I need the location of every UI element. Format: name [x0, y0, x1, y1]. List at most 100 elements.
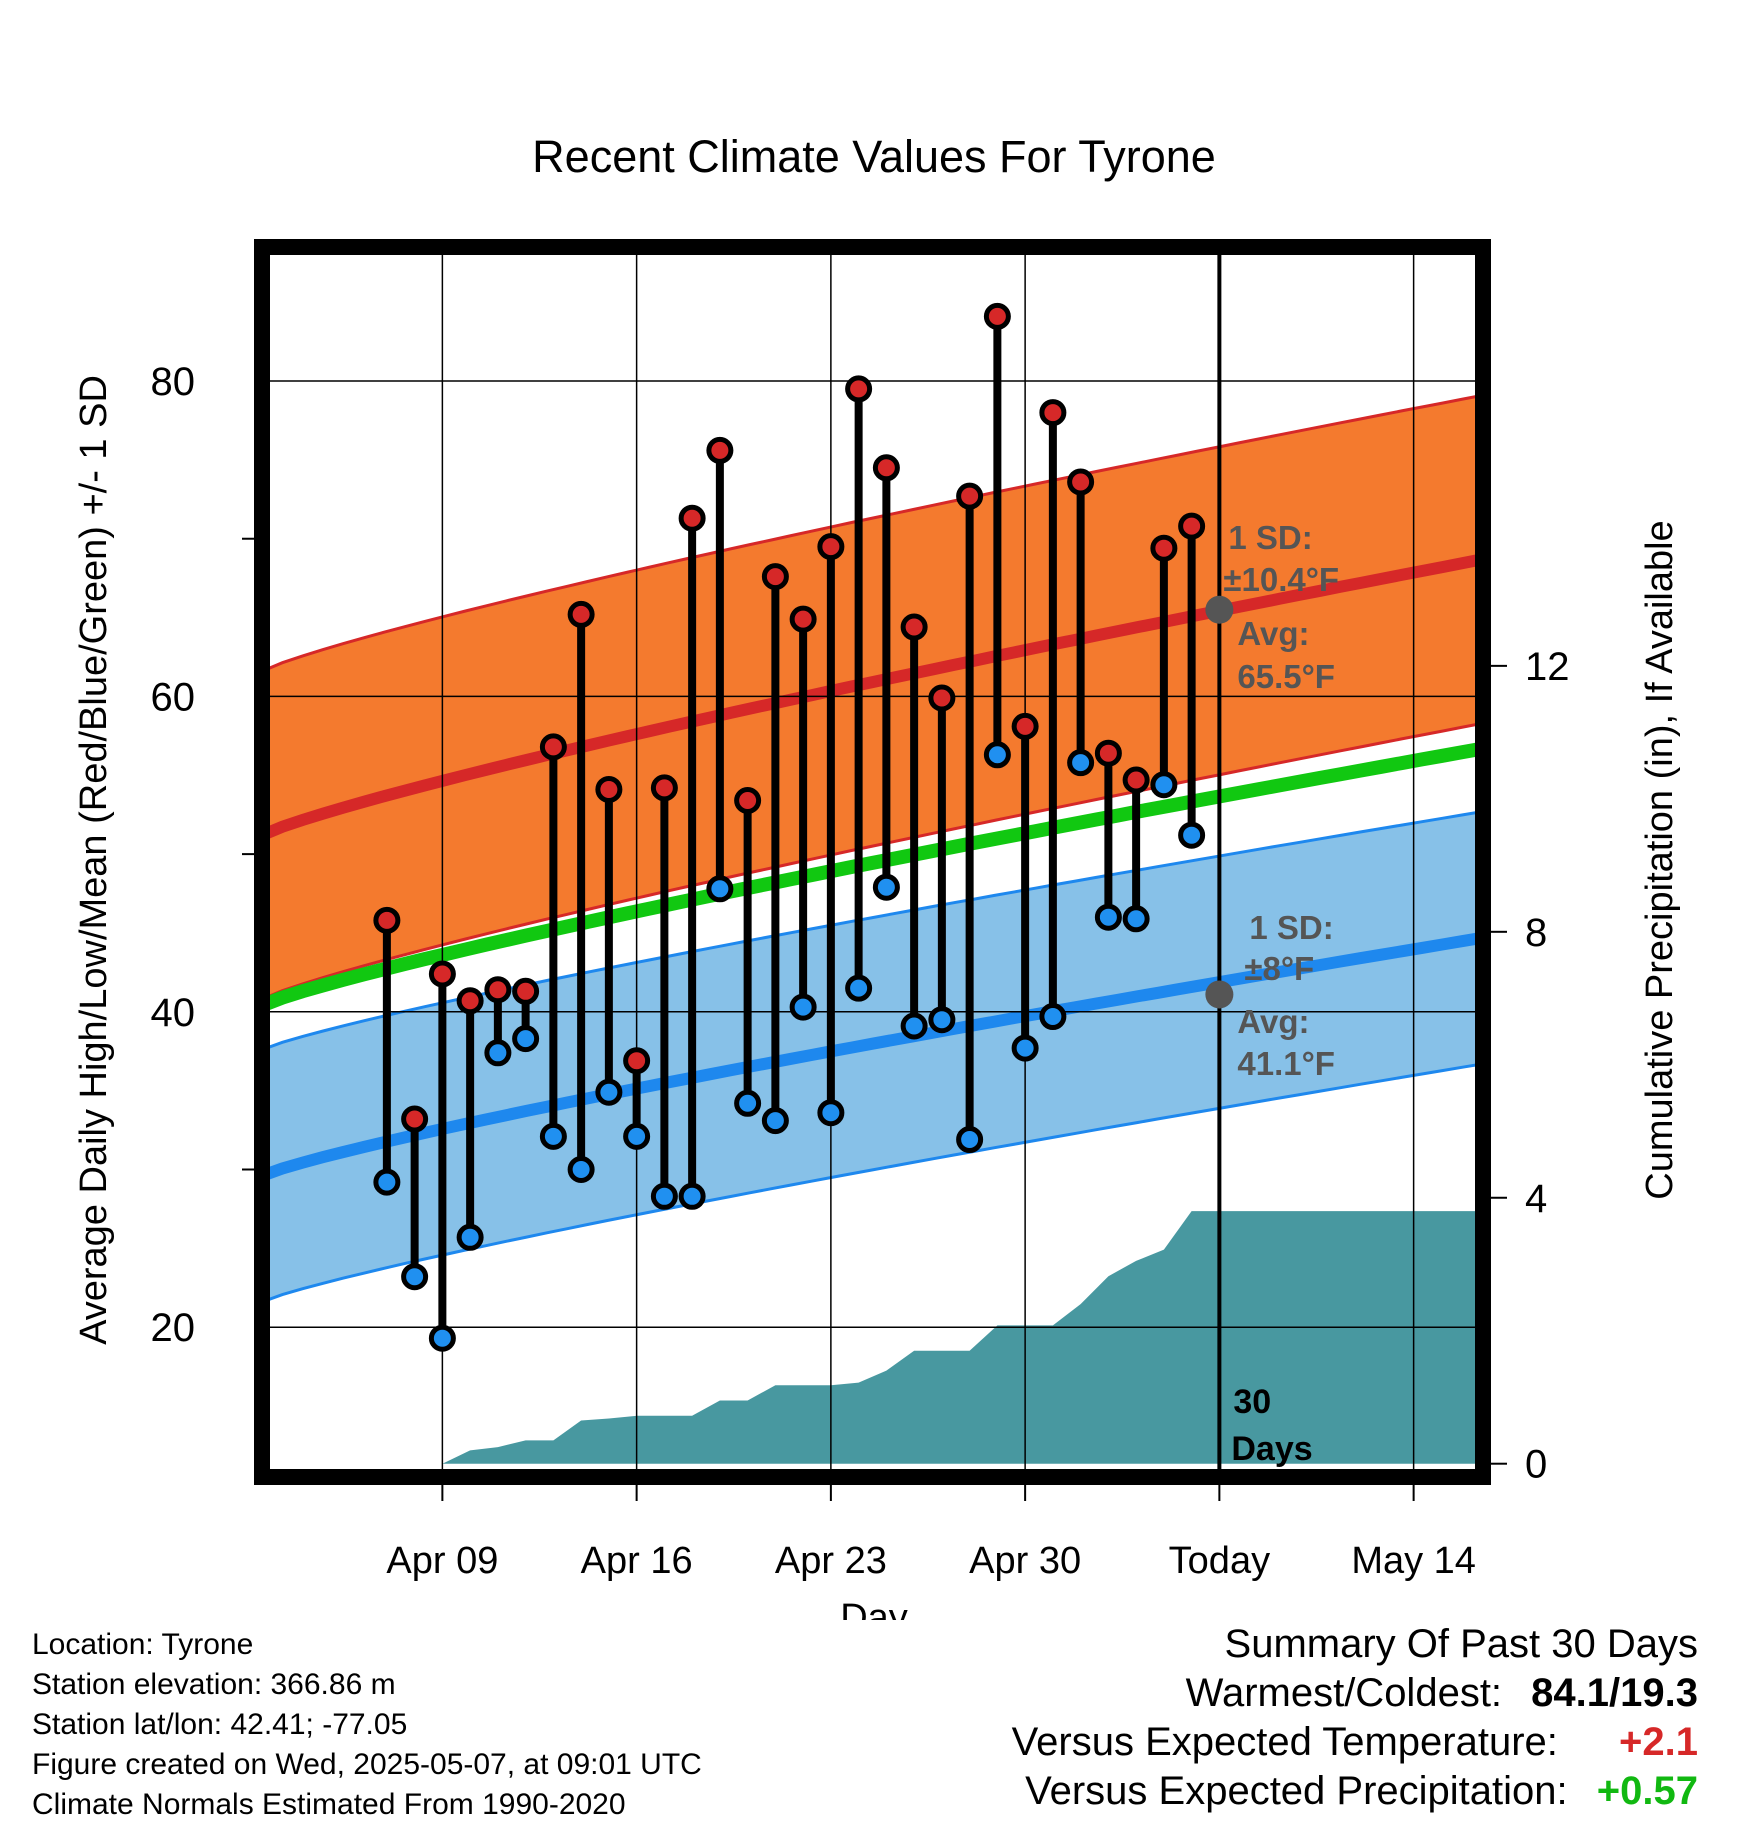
- high-avg-label: Avg:: [1237, 615, 1309, 652]
- climate-chart: Recent Climate Values For Tyrone 1 SD: ±1…: [73, 131, 1681, 1620]
- daily-low-point: [1094, 903, 1122, 931]
- daily-high-point: [1039, 399, 1067, 427]
- daily-high-point: [401, 1105, 429, 1133]
- daily-high-point: [650, 774, 678, 802]
- plot-area: 1 SD: ±10.4°F Avg: 65.5°F 1 SD: ±8°F Avg: 41.1°…: [262, 247, 1483, 1477]
- low-sd-label: 1 SD:: [1249, 909, 1333, 946]
- x-tick-label: May 14: [1351, 1540, 1476, 1582]
- today-high-avg-marker: [1205, 595, 1234, 624]
- daily-high-point: [428, 960, 456, 988]
- normal-low-band: [262, 811, 1483, 1302]
- daily-high-point: [512, 977, 540, 1005]
- warmest-coldest-value: 84.1/19.3: [1531, 1671, 1698, 1715]
- daily-high-point: [706, 436, 734, 464]
- daily-low-point: [1011, 1034, 1039, 1062]
- daily-high-point: [817, 533, 845, 561]
- x-axis-label: Day: [840, 1597, 908, 1620]
- daily-high-point: [761, 563, 789, 591]
- warmest-coldest-label: Warmest/Coldest:: [1185, 1671, 1503, 1715]
- daily-high-point: [1178, 512, 1206, 540]
- x-tick-label: Apr 23: [775, 1540, 887, 1582]
- high-avg-value: 65.5°F: [1237, 658, 1335, 695]
- normals-text: Climate Normals Estimated From 1990-2020: [32, 1788, 626, 1821]
- daily-high-point: [956, 482, 984, 510]
- y-tick-label: 40: [151, 991, 196, 1035]
- daily-low-point: [1178, 821, 1206, 849]
- daily-low-point: [456, 1223, 484, 1251]
- daily-high-point: [456, 987, 484, 1015]
- daily-high-point: [373, 906, 401, 934]
- location-text: Location: Tyrone: [32, 1628, 254, 1661]
- daily-low-point: [1039, 1003, 1067, 1031]
- low-sd-value: ±8°F: [1244, 950, 1314, 987]
- plot-clipped: 1 SD: ±10.4°F Avg: 65.5°F 1 SD: ±8°F Avg: 41.1°…: [262, 247, 1483, 1477]
- y2-tick-label: 12: [1525, 645, 1570, 689]
- daily-high-point: [789, 605, 817, 633]
- daily-low-point: [734, 1089, 762, 1117]
- x-tick-label: Apr 16: [581, 1540, 693, 1582]
- precip-value: +0.57: [1596, 1769, 1698, 1813]
- daily-low-point: [928, 1006, 956, 1034]
- temp-value: +2.1: [1619, 1720, 1698, 1764]
- low-avg-value: 41.1°F: [1237, 1045, 1335, 1082]
- daily-low-point: [539, 1122, 567, 1150]
- daily-high-point: [539, 733, 567, 761]
- today-days-label-line2: Days: [1231, 1430, 1312, 1468]
- created-text: Figure created on Wed, 2025-05-07, at 09…: [32, 1748, 702, 1781]
- daily-high-point: [1150, 534, 1178, 562]
- daily-high-point: [678, 504, 706, 532]
- today-low-avg-marker: [1205, 980, 1234, 1009]
- daily-low-point: [678, 1182, 706, 1210]
- low-avg-label: Avg:: [1237, 1003, 1309, 1040]
- high-sd-value: ±10.4°F: [1223, 561, 1339, 598]
- daily-low-point: [900, 1012, 928, 1040]
- daily-high-point: [567, 600, 595, 628]
- daily-low-point: [484, 1039, 512, 1067]
- temp-label: Versus Expected Temperature:: [1011, 1720, 1558, 1764]
- daily-low-point: [401, 1263, 429, 1291]
- station-info: Location: Tyrone Station elevation: 366.…: [32, 1625, 702, 1825]
- normal-low-mean-line: [262, 931, 1483, 1182]
- y-tick-label: 80: [151, 360, 196, 404]
- today-days-label-line1: 30: [1233, 1383, 1271, 1421]
- summary-panel: Summary Of Past 30 Days Warmest/Coldest:…: [1012, 1620, 1698, 1816]
- daily-low-point: [595, 1078, 623, 1106]
- daily-high-point: [900, 613, 928, 641]
- summary-title: Summary Of Past 30 Days: [1224, 1622, 1698, 1666]
- normal-high-mean-line: [262, 553, 1483, 841]
- elevation-text: Station elevation: 366.86 m: [32, 1668, 396, 1701]
- normal-high-upper-line: [262, 393, 1483, 673]
- normal-high-band: [262, 395, 1483, 1000]
- daily-low-point: [373, 1168, 401, 1196]
- y2-axis-label: Cumulative Precipitation (in), If Availa…: [1639, 520, 1681, 1199]
- daily-low-point: [1067, 749, 1095, 777]
- daily-high-point: [845, 375, 873, 403]
- daily-low-point: [845, 974, 873, 1002]
- daily-low-point: [512, 1025, 540, 1053]
- daily-low-point: [761, 1107, 789, 1135]
- daily-high-point: [734, 787, 762, 814]
- daily-low-point: [789, 993, 817, 1021]
- daily-high-point: [872, 454, 900, 482]
- normal-mean-line: [262, 741, 1483, 1013]
- y2-tick-label: 8: [1525, 911, 1547, 955]
- daily-low-point: [983, 741, 1011, 769]
- daily-low-point: [1150, 771, 1178, 799]
- daily-low-point: [706, 875, 734, 903]
- daily-low-point: [567, 1156, 595, 1183]
- x-tick-label: Apr 30: [969, 1540, 1081, 1582]
- daily-high-point: [1094, 739, 1122, 767]
- normal-low-lower-line: [262, 1062, 1483, 1304]
- y2-tick-label: 0: [1525, 1443, 1547, 1487]
- y-tick-label: 20: [151, 1306, 196, 1350]
- daily-low-point: [1122, 905, 1150, 933]
- daily-low-point: [650, 1182, 678, 1210]
- daily-high-point: [623, 1047, 651, 1075]
- daily-high-point: [595, 775, 623, 803]
- plot-frame: [254, 239, 1491, 1485]
- daily-low-point: [428, 1324, 456, 1352]
- x-tick-label: Today: [1169, 1540, 1270, 1582]
- daily-low-point: [623, 1122, 651, 1150]
- daily-high-point: [1067, 468, 1095, 496]
- daily-low-point: [817, 1099, 845, 1127]
